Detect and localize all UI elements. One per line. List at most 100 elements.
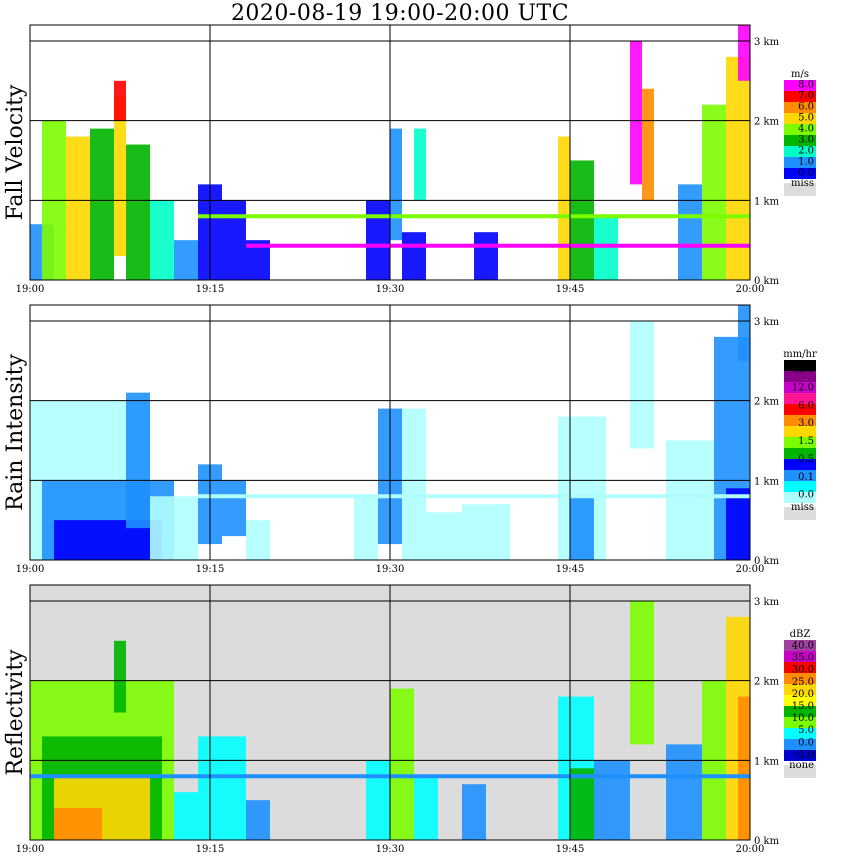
rain-intensity-echo-cell bbox=[354, 496, 378, 560]
rain-intensity-colorbar-swatch bbox=[784, 492, 816, 503]
rain-intensity-colorbar-swatch bbox=[784, 415, 816, 426]
reflectivity-echo-cell bbox=[174, 792, 198, 840]
fall-velocity-colorbar-label: 0.0 bbox=[798, 168, 814, 179]
fall-velocity-colorbar-swatch bbox=[784, 157, 816, 168]
fall-velocity-x-tick-label: 19:45 bbox=[556, 284, 585, 295]
reflectivity-colorbar-swatch bbox=[784, 662, 816, 673]
reflectivity-colorbar-unit: dBZ bbox=[790, 629, 811, 640]
rain-intensity-echo-cell bbox=[150, 496, 198, 560]
reflectivity-colorbar-label: 5.0 bbox=[798, 725, 814, 736]
fall-velocity-x-tick-label: 19:30 bbox=[376, 284, 405, 295]
reflectivity-echo-cell bbox=[738, 696, 750, 840]
reflectivity-y-tick-label: 3 km bbox=[754, 597, 780, 608]
reflectivity-colorbar-swatch bbox=[784, 640, 816, 651]
rain-intensity-echo-cell bbox=[426, 512, 462, 560]
rain-intensity-x-tick-label: 19:00 bbox=[16, 564, 45, 575]
fall-velocity-echo-cell bbox=[726, 56, 750, 280]
fall-velocity-echo-cell bbox=[90, 128, 114, 280]
rain-intensity-echo-cell bbox=[222, 480, 246, 537]
fall-velocity-axis-label: Fall Velocity bbox=[3, 84, 28, 220]
reflectivity-frame bbox=[29, 584, 751, 841]
reflectivity-echo-cell bbox=[666, 744, 702, 840]
rain-intensity-echo-cell bbox=[402, 408, 426, 560]
fall-velocity-colorbar-label: 7.0 bbox=[798, 91, 814, 102]
reflectivity-colorbar-swatch bbox=[784, 684, 816, 695]
fall-velocity-y-tick-label: 0 km bbox=[754, 276, 780, 287]
reflectivity-panel: 19:00 19:15 19:30 19:45 20:000 km 1 km 2 km 3 k… bbox=[3, 584, 816, 855]
reflectivity-echo-cell bbox=[198, 736, 246, 840]
rain-intensity-echo-cell bbox=[726, 488, 750, 560]
reflectivity-x-tick-label: 19:30 bbox=[376, 844, 405, 855]
fall-velocity-colorbar-swatch bbox=[784, 146, 816, 157]
reflectivity-colorbar-swatch bbox=[784, 728, 816, 739]
rain-intensity-colorbar-swatch bbox=[784, 448, 816, 459]
rain-intensity-colorbar-swatch bbox=[784, 360, 816, 371]
rain-intensity-colorbar-swatch bbox=[784, 393, 816, 404]
fall-velocity-colorbar-swatch bbox=[784, 168, 816, 179]
reflectivity-echo-cell bbox=[114, 640, 126, 713]
rain-intensity-colorbar-label: 12.0 bbox=[792, 382, 814, 393]
reflectivity-x-tick-label: 19:00 bbox=[16, 844, 45, 855]
rain-intensity-colorbar-label: 3.0 bbox=[798, 418, 814, 429]
fall-velocity-colorbar-label: 5.0 bbox=[798, 113, 814, 124]
fall-velocity-echo-cell bbox=[126, 144, 150, 280]
reflectivity-colorbar-label: 10.0 bbox=[792, 713, 814, 724]
rain-intensity-x-tick-label: 19:30 bbox=[376, 564, 405, 575]
rain-intensity-colorbar-unit: mm/hr bbox=[783, 349, 817, 360]
fall-velocity-colorbar-label: 4.0 bbox=[798, 124, 814, 135]
fall-velocity-panel: 19:00 19:15 19:30 19:45 20:000 km 1 km 2 km 3 k… bbox=[3, 24, 816, 295]
fall-velocity-frame bbox=[29, 24, 751, 281]
rain-intensity-y-tick-label: 1 km bbox=[754, 476, 780, 487]
fall-velocity-y-tick-label: 3 km bbox=[754, 37, 780, 48]
fall-velocity-echo-cell bbox=[474, 232, 498, 280]
reflectivity-colorbar-swatch bbox=[784, 739, 816, 750]
rain-intensity-x-tick-label: 19:15 bbox=[196, 564, 225, 575]
rain-intensity-echo-cell bbox=[738, 305, 750, 361]
reflectivity-colorbar-swatch bbox=[784, 651, 816, 662]
rain-intensity-colorbar-swatch bbox=[784, 437, 816, 448]
rain-intensity-colorbar-swatch bbox=[784, 404, 816, 415]
fall-velocity-echo-cell bbox=[702, 104, 726, 280]
reflectivity-y-tick-label: 2 km bbox=[754, 677, 780, 688]
reflectivity-colorbar-swatch bbox=[784, 673, 816, 684]
fall-velocity-echo-cell bbox=[594, 216, 618, 280]
rain-intensity-colorbar-swatch bbox=[784, 470, 816, 481]
reflectivity-echo-cell bbox=[390, 688, 414, 840]
rain-intensity-frame bbox=[29, 304, 751, 561]
reflectivity-x-tick-label: 20:00 bbox=[736, 844, 765, 855]
fall-velocity-echo-cell bbox=[630, 40, 642, 185]
chart-title: 2020-08-19 19:00-20:00 UTC bbox=[230, 1, 570, 26]
reflectivity-colorbar-label: 0.0 bbox=[798, 737, 814, 748]
rain-intensity-colorbar-label: 0.1 bbox=[798, 472, 814, 483]
reflectivity-colorbar-swatch bbox=[784, 750, 816, 761]
rain-intensity-colorbar-label: 6.0 bbox=[798, 400, 814, 411]
reflectivity-echo-cell bbox=[414, 776, 438, 840]
reflectivity-echo-cell bbox=[366, 760, 390, 840]
reflectivity-echo-cell bbox=[246, 800, 270, 840]
reflectivity-echo-cell bbox=[54, 808, 102, 840]
rain-intensity-echo-cell bbox=[570, 496, 594, 560]
rain-intensity-echo-cell bbox=[666, 440, 714, 560]
fall-velocity-x-tick-label: 19:00 bbox=[16, 284, 45, 295]
rain-intensity-echo-cell bbox=[462, 504, 510, 560]
fall-velocity-echo-cell bbox=[222, 200, 246, 280]
reflectivity-colorbar-label: 15.0 bbox=[792, 701, 814, 712]
rain-intensity-colorbar-label: 48.0 bbox=[792, 365, 814, 376]
fall-velocity-y-tick-label: 2 km bbox=[754, 117, 780, 128]
reflectivity-x-tick-label: 19:45 bbox=[556, 844, 585, 855]
fall-velocity-echo-cell bbox=[174, 240, 198, 280]
fall-velocity-x-tick-label: 20:00 bbox=[736, 284, 765, 295]
fall-velocity-colorbar-swatch bbox=[784, 124, 816, 135]
fall-velocity-echo-cell bbox=[150, 200, 174, 280]
rain-intensity-echo-cell bbox=[126, 392, 150, 529]
fall-velocity-colorbar-label: 3.0 bbox=[798, 135, 814, 146]
reflectivity-colorbar-label: 35.0 bbox=[792, 653, 814, 664]
reflectivity-colorbar-label: 30.0 bbox=[792, 665, 814, 676]
rain-intensity-colorbar-swatch bbox=[784, 382, 816, 393]
reflectivity-colorbar-label: -5.0 bbox=[795, 749, 814, 760]
rain-intensity-axis-label: Rain Intensity bbox=[3, 353, 28, 510]
rain-intensity-x-tick-label: 19:45 bbox=[556, 564, 585, 575]
fall-velocity-x-tick-label: 19:15 bbox=[196, 284, 225, 295]
fall-velocity-colorbar-swatch bbox=[784, 102, 816, 113]
